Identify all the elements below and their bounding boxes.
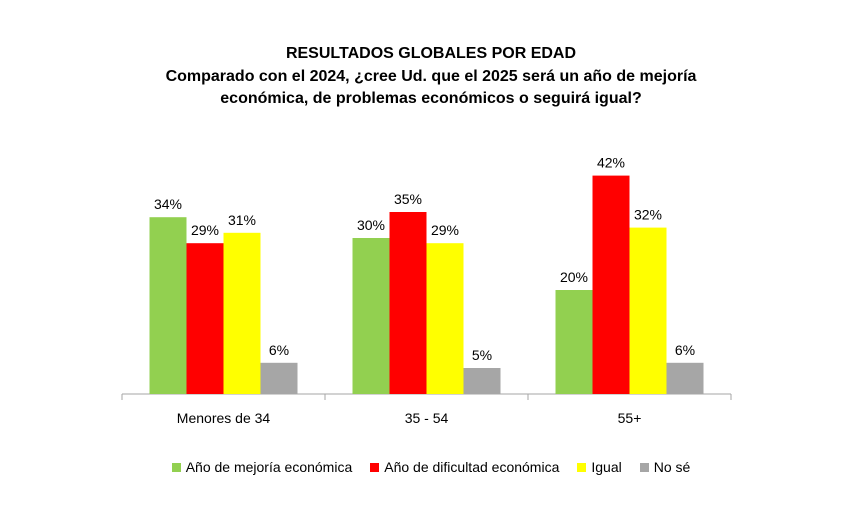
legend-swatch (639, 462, 649, 472)
bar (223, 232, 261, 394)
legend-label: Igual (591, 459, 622, 475)
legend-label: No sé (653, 459, 691, 475)
legend-item: No sé (639, 459, 691, 475)
bar (592, 175, 630, 394)
bar (389, 212, 427, 394)
data-label: 34% (154, 196, 182, 212)
legend-label: Año de dificultad económica (384, 459, 560, 475)
bar (555, 290, 593, 394)
legend-swatch (370, 462, 380, 472)
data-label: 5% (472, 347, 492, 363)
legend-swatch (171, 462, 181, 472)
bar (426, 243, 464, 394)
category-label: 55+ (618, 410, 642, 426)
data-label: 42% (597, 155, 625, 171)
category-label: 35 - 54 (405, 410, 449, 426)
data-label: 29% (191, 222, 219, 238)
bar (186, 243, 224, 394)
legend-item: Igual (577, 459, 622, 475)
bar (149, 217, 187, 394)
data-label: 32% (634, 207, 662, 223)
data-label: 31% (228, 212, 256, 228)
bar (463, 368, 501, 394)
data-label: 30% (357, 217, 385, 233)
bar (352, 238, 390, 394)
data-label: 6% (675, 342, 695, 358)
chart-legend: Año de mejoría económica Año de dificulta… (0, 459, 862, 475)
legend-item: Año de mejoría económica (171, 459, 353, 475)
category-label: Menores de 34 (177, 410, 271, 426)
legend-label: Año de mejoría económica (185, 459, 353, 475)
data-label: 29% (431, 222, 459, 238)
legend-swatch (577, 462, 587, 472)
data-label: 20% (560, 269, 588, 285)
bar (629, 227, 667, 394)
data-label: 35% (394, 191, 422, 207)
bar (260, 362, 298, 394)
data-label: 6% (269, 342, 289, 358)
chart-titles: RESULTADOS GLOBALES POR EDAD Comparado c… (0, 44, 862, 110)
bar (666, 362, 704, 394)
legend-item: Año de dificultad económica (370, 459, 559, 475)
chart-subtitle: Comparado con el 2024, ¿cree Ud. que el … (165, 68, 697, 107)
chart-title: RESULTADOS GLOBALES POR EDAD (285, 45, 577, 62)
